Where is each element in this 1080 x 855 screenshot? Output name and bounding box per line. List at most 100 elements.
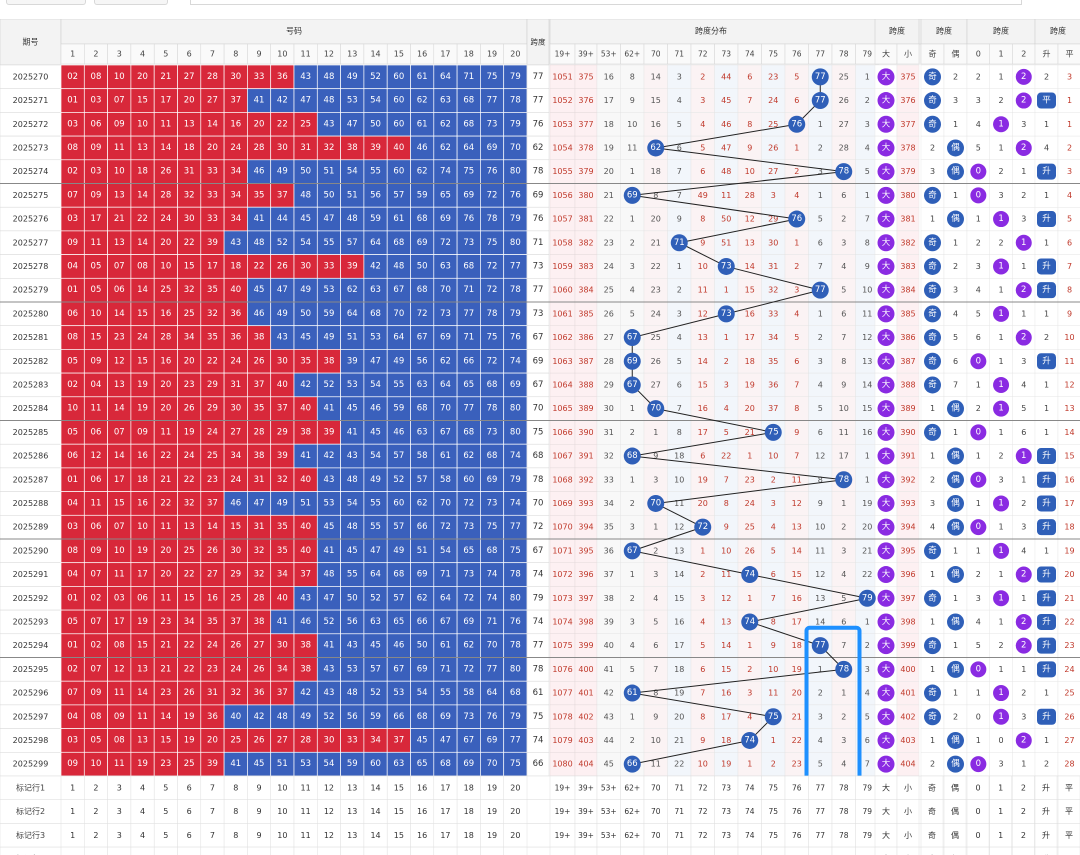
marker-number: 4 <box>140 807 145 816</box>
marker-number: 9 <box>257 831 262 840</box>
dist-miss-value: 27 <box>604 333 614 342</box>
dist-miss-value: 27 <box>651 380 661 389</box>
dist-miss-value: 3 <box>818 712 823 721</box>
marker-number: 10 <box>277 831 287 840</box>
number-value: 32 <box>184 190 195 200</box>
oddeven-miss-value: 2 <box>930 475 935 484</box>
number-value: 65 <box>463 546 474 556</box>
marker-right-label: 2 <box>1021 783 1026 792</box>
dist-miss-value: 24 <box>745 499 755 508</box>
dist-miss-value: 12 <box>815 452 825 461</box>
toolbar-button-2[interactable] <box>94 0 168 5</box>
marker-dist-label: 73 <box>721 831 731 840</box>
dist-miss-value: 9 <box>794 428 799 437</box>
number-value: 54 <box>324 759 335 769</box>
dist-miss-value: 7 <box>653 665 658 674</box>
number-value: 77 <box>487 664 498 674</box>
marker-number: 16 <box>417 807 427 816</box>
oddeven-miss-value: 1 <box>953 120 958 129</box>
toolbar-button-1[interactable] <box>6 0 86 5</box>
marker-dist-label: 39+ <box>578 783 594 792</box>
issue-number: 2025282 <box>13 357 49 366</box>
marker-right-label: 升 <box>1042 831 1050 840</box>
number-value: 48 <box>347 522 358 532</box>
number-value: 56 <box>347 617 358 627</box>
number-value: 49 <box>324 333 335 343</box>
number-value: 24 <box>207 641 218 651</box>
trend-miss-value: 1 <box>1044 546 1049 555</box>
number-value: 25 <box>230 593 241 603</box>
dist-miss-value: 19 <box>674 689 684 698</box>
mod-ball-label: 2 <box>1021 333 1026 343</box>
number-value: 19 <box>137 759 148 769</box>
dist-miss-value: 5 <box>818 760 823 769</box>
number-value: 35 <box>277 546 288 556</box>
issue-number: 2025274 <box>13 167 49 176</box>
big-ball-label: 大 <box>882 95 891 106</box>
number-value: 78 <box>487 214 498 224</box>
mod-miss-value: 6 <box>976 333 981 342</box>
number-value: 62 <box>440 356 451 366</box>
number-value: 14 <box>137 688 148 698</box>
dist-miss-value: 3 <box>700 594 705 603</box>
big-ball-label: 大 <box>882 166 891 177</box>
marker-right-label: 偶 <box>951 806 959 816</box>
dist-miss-value: 12 <box>862 333 872 342</box>
trend-miss-value-2: 4 <box>1067 191 1072 200</box>
oddeven-ball-label: 偶 <box>951 474 960 485</box>
dist-miss-value: 8 <box>771 617 776 626</box>
number-value: 28 <box>207 72 218 82</box>
number-value: 71 <box>440 570 451 580</box>
marker-row-label: 标记行3 <box>16 830 45 840</box>
oddeven-ball <box>924 257 941 275</box>
dist-miss-value: 9 <box>653 712 658 721</box>
dist-miss-value: 4 <box>818 380 823 389</box>
marker-right-label: 平 <box>1065 783 1073 792</box>
mod-ball <box>970 163 987 180</box>
oddeven-ball <box>924 115 941 133</box>
number-value: 24 <box>230 356 241 366</box>
dist-col-label: 73 <box>721 50 731 59</box>
number-value: 54 <box>370 380 381 390</box>
dist-miss-value: 1 <box>630 215 635 224</box>
number-value: 31 <box>254 475 265 485</box>
number-col-label: 3 <box>117 50 122 59</box>
dist-miss-value: 5 <box>700 641 705 650</box>
number-value: 43 <box>324 475 335 485</box>
number-value: 53 <box>300 759 311 769</box>
dist-miss-value: 10 <box>651 736 661 745</box>
issue-header-cell <box>0 19 62 66</box>
oddeven-group-sub-label: 奇 <box>929 49 937 59</box>
number-value: 74 <box>440 167 451 177</box>
mod-miss-value: 5 <box>1021 404 1026 413</box>
number-value: 26 <box>277 261 288 271</box>
number-value: 20 <box>160 546 171 556</box>
dist-miss-value: 29 <box>604 380 614 389</box>
oddeven-ball <box>947 139 964 157</box>
number-value: 43 <box>277 333 288 343</box>
marker-right-label: 小 <box>904 831 912 840</box>
number-value: 60 <box>393 96 404 106</box>
number-value: 65 <box>393 617 404 627</box>
trend-miss-value-2: 18 <box>1064 523 1074 532</box>
number-value: 24 <box>230 475 241 485</box>
big-ball-label: 大 <box>882 118 891 129</box>
dist-miss-value: 19 <box>604 143 614 152</box>
number-value: 22 <box>137 214 148 224</box>
span-ball-label: 75 <box>768 427 779 437</box>
span-ball-label: 77 <box>815 285 826 295</box>
number-value: 48 <box>324 96 335 106</box>
number-value: 41 <box>324 404 335 414</box>
dist-value-39: 401 <box>578 689 593 698</box>
trend-ball-label: 升 <box>1042 355 1051 366</box>
marker-number: 13 <box>347 831 357 840</box>
issue-number: 2025278 <box>13 262 49 271</box>
issue-number: 2025271 <box>13 96 49 105</box>
span-value: 75 <box>533 427 544 437</box>
mod-miss-value: 1 <box>999 72 1004 81</box>
number-value: 49 <box>300 712 311 722</box>
number-value: 23 <box>207 475 218 485</box>
number-value: 34 <box>184 333 195 343</box>
oddeven-ball <box>924 281 941 299</box>
number-value: 50 <box>324 190 335 200</box>
